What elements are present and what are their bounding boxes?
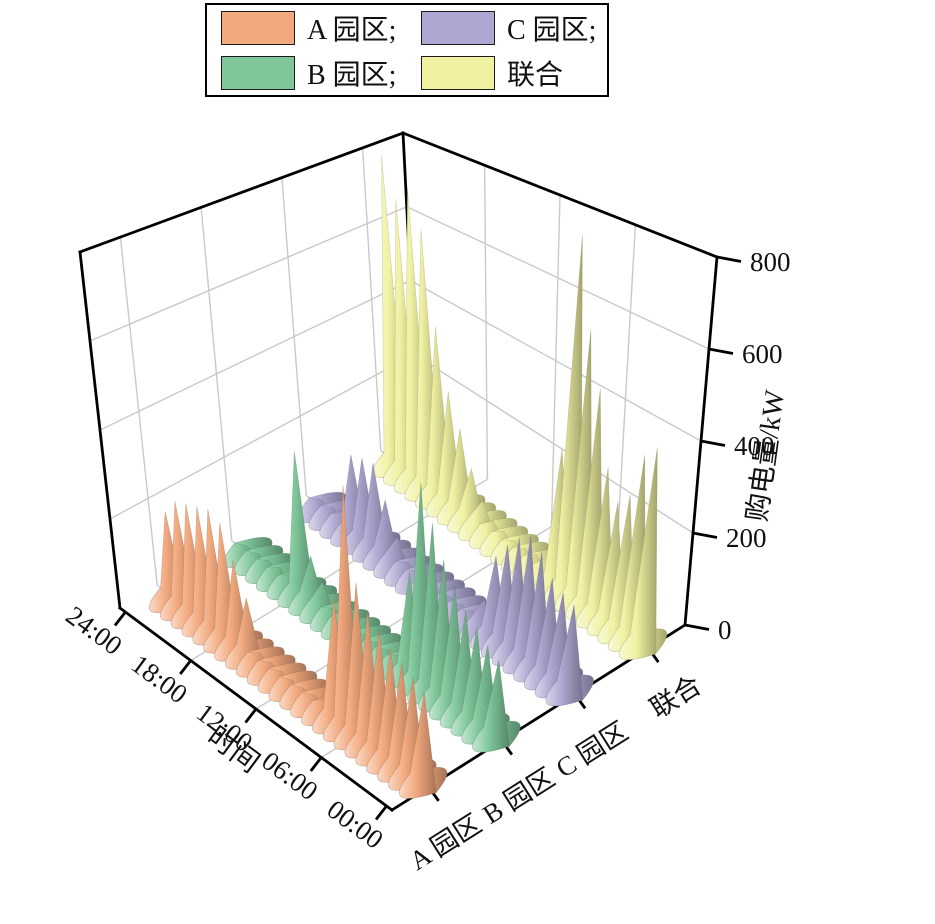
legend-label: A 园区; <box>307 14 397 46</box>
legend-label: 联合 <box>507 59 564 91</box>
legend-label: B 园区; <box>307 59 397 91</box>
y-tick-label: B 园区 <box>477 762 560 829</box>
legend-swatch <box>221 10 295 45</box>
z-tick-label: 600 <box>742 339 783 369</box>
legend-item: B 园区; <box>207 53 407 93</box>
y-tick-label: C 园区 <box>551 716 634 783</box>
legend-item: A 园区; <box>207 8 407 48</box>
x-tick-label: 24:00 <box>60 600 127 661</box>
y-tick-label: 联合 <box>645 670 707 724</box>
spike <box>399 692 437 799</box>
series-row-0 <box>149 484 448 799</box>
z-tick-label: 800 <box>750 247 791 277</box>
x-tick-label: 00:00 <box>322 794 389 855</box>
x-tick-label: 06:00 <box>256 746 323 807</box>
spike <box>545 604 583 707</box>
spike <box>472 660 510 753</box>
legend-swatch <box>421 55 495 90</box>
legend-swatch <box>221 55 295 90</box>
z-tick-label: 400 <box>734 431 775 461</box>
legend-label: C 园区; <box>507 14 597 46</box>
legend: A 园区; C 园区; B 园区; 联合 <box>205 3 609 97</box>
spike <box>619 447 658 660</box>
legend-swatch <box>421 10 495 45</box>
y-tick-label: A 园区 <box>404 809 487 876</box>
legend-item: 联合 <box>407 53 607 93</box>
legend-item: C 园区; <box>407 8 607 48</box>
series-rows <box>149 155 667 799</box>
x-tick-label: 18:00 <box>126 649 193 710</box>
z-tick-label: 200 <box>726 523 767 553</box>
z-tick-label: 0 <box>718 615 732 645</box>
